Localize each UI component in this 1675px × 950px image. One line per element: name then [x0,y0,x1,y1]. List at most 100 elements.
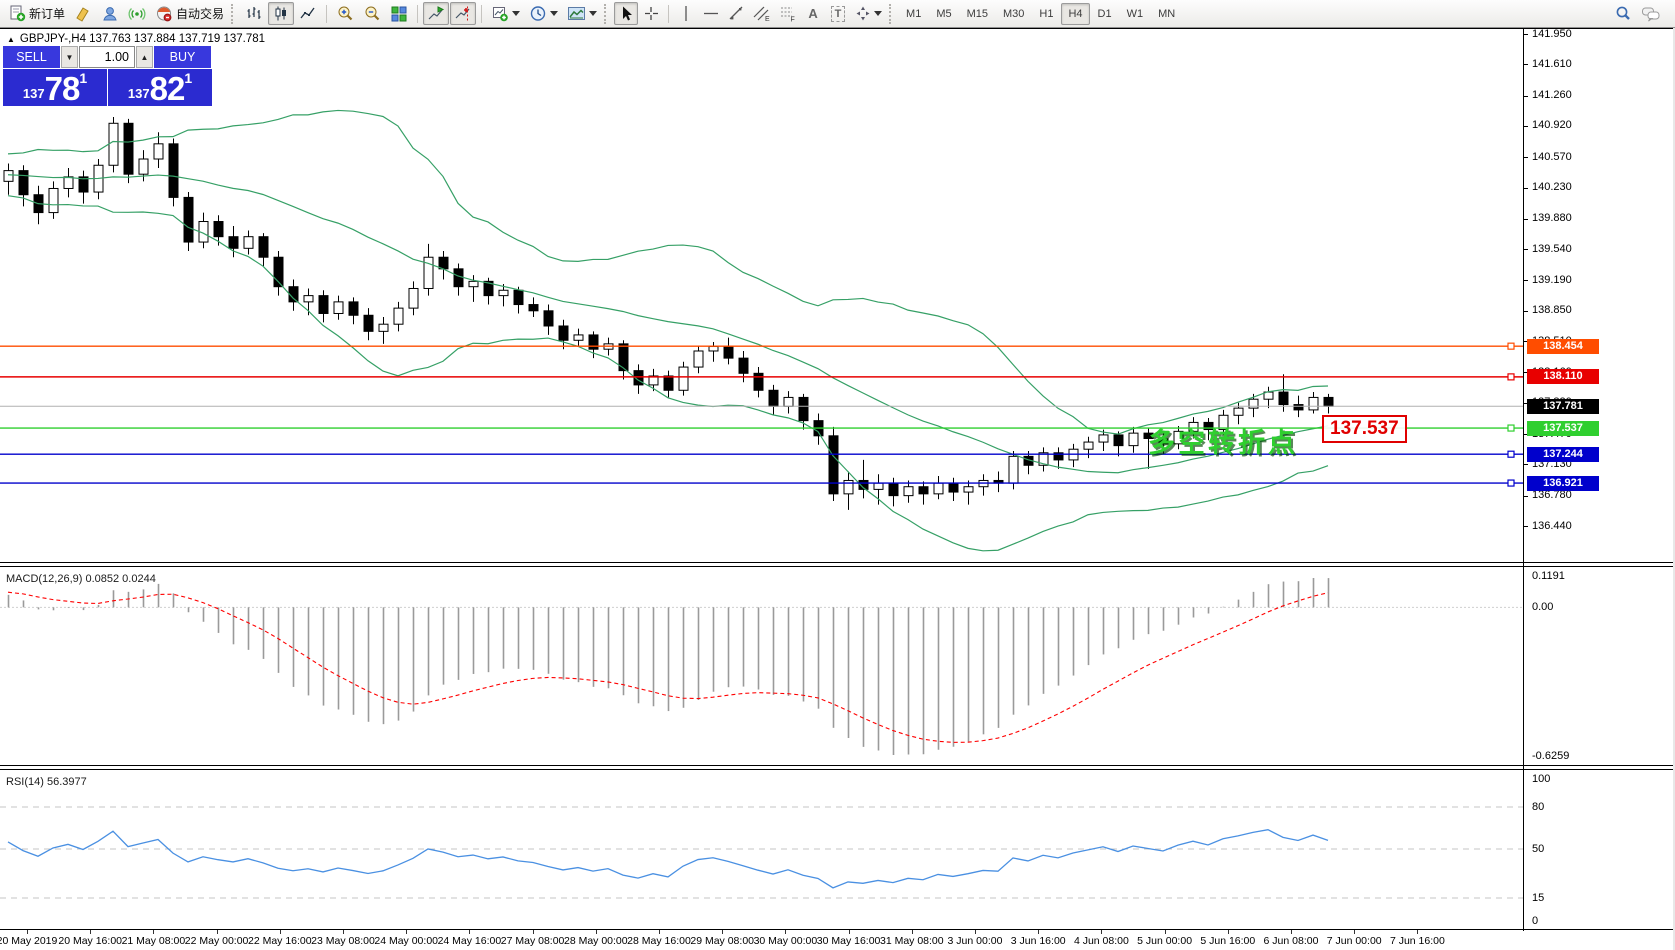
chart-shift-button[interactable] [450,2,477,25]
rsi-bottom-label: 0 [1532,915,1539,927]
collapse-triangle-icon[interactable]: ▲ [7,34,15,44]
tile-windows-button[interactable] [386,2,412,25]
toolbar-drag-handle[interactable] [231,3,235,24]
timeframe-button-m15[interactable]: M15 [966,7,988,20]
chat-button[interactable] [1637,2,1665,25]
panel-splitter[interactable] [0,765,1675,770]
text-label-button[interactable]: T [826,2,850,25]
signals-button[interactable] [124,2,150,25]
time-tick-label: 4 Jun 08:00 [1073,935,1129,947]
time-tick-mark [785,930,787,934]
macd-axis: 0.1191 0.00 -0.6259 [1524,568,1675,765]
line-handle[interactable] [1507,342,1515,350]
new-order-label: 新订单 [29,7,66,21]
bar-chart-button[interactable] [241,2,267,25]
signals-icon [128,8,146,20]
text-button[interactable]: A [801,2,825,25]
trendline-icon [729,6,743,20]
zoom-out-button[interactable] [359,2,385,25]
fibonacci-icon: F [781,7,795,23]
price-chart-canvas[interactable] [0,29,1523,562]
toolbar-drag-handle[interactable] [604,3,608,24]
channel-button[interactable]: E [749,2,774,25]
price-tick-mark [1524,157,1528,159]
time-tick-mark [659,930,660,934]
price-level-label: 137.244 [1527,446,1599,462]
price-tick-label: 139.540 [1532,242,1572,255]
price-level-label: 137.537 [1527,420,1599,436]
timeframe-button-m5[interactable]: M5 [936,7,952,20]
cursor-button[interactable] [614,2,639,25]
time-tick-mark [975,930,976,934]
timeframe-button-h1[interactable]: H1 [1039,7,1054,20]
time-tick-mark [469,930,471,934]
panel-splitter[interactable] [0,562,1675,567]
volume-decrease-button[interactable]: ▼ [61,46,78,68]
candlestick-chart-button[interactable] [268,2,295,25]
period-dropdown[interactable] [525,2,562,25]
rsi-canvas [0,806,1523,899]
trendline-button[interactable] [724,2,748,25]
time-tick-label: 5 Jun 00:00 [1137,935,1193,947]
line-handle[interactable] [1507,424,1515,432]
toolbar-separator [417,4,419,23]
profile-button[interactable] [97,2,123,25]
buy-button[interactable]: BUY [154,46,211,68]
toolbar-separator [668,4,670,23]
sell-button[interactable]: SELL [3,46,60,68]
price-tick-mark [1524,280,1528,282]
timeframe-button-h4[interactable]: H4 [1061,2,1090,25]
gold-pen-icon [76,7,89,22]
timeframe-button-w1[interactable]: W1 [1126,7,1144,20]
time-tick-label: 27 May 08:00 [500,935,565,947]
zoom-in-button[interactable] [332,2,358,25]
template-dropdown[interactable] [563,2,601,25]
line-handle[interactable] [1507,479,1515,487]
line-handle[interactable] [1507,450,1515,458]
horizontal-line-button[interactable] [699,2,723,25]
timeframe-button-m30[interactable]: M30 [1003,7,1025,20]
arrows-icon [856,6,870,21]
price-tick-mark [1524,526,1528,527]
search-button[interactable] [1610,2,1636,25]
svg-text:F: F [791,17,795,23]
rsi-level-label: 15 [1532,891,1545,904]
volume-input[interactable] [79,46,135,68]
line-chart-button[interactable] [295,2,321,25]
price-tick-mark [1524,249,1528,251]
price-tick-mark [1524,372,1528,374]
volume-increase-button[interactable]: ▲ [136,46,153,68]
vertical-line-button[interactable] [674,2,698,25]
arrows-dropdown[interactable] [851,2,886,25]
sell-price-quote[interactable]: 137 78 1 [3,69,107,106]
macd-panel[interactable]: MACD(12,26,9) 0.0852 0.0244 0.1191 0.00 -0… [0,568,1675,765]
toolbar-separator [326,4,328,23]
timeframe-button-d1[interactable]: D1 [1097,7,1112,20]
time-tick-label: 24 May 16:00 [437,935,502,947]
time-tick-label: 24 May 00:00 [374,935,439,947]
zoom-out-icon [365,6,380,21]
chart-text-annotation[interactable]: 多空转折点 [1148,428,1298,458]
crosshair-button[interactable] [639,2,663,25]
autoscroll-button[interactable] [423,2,450,25]
timeframe-button-mn[interactable]: MN [1158,7,1176,20]
new-chart-dropdown[interactable] [487,2,524,25]
time-tick-label: 28 May 00:00 [563,935,628,947]
timeframe-button-m1[interactable]: M1 [906,7,922,20]
fibonacci-button[interactable]: F [775,2,800,25]
toolbar-drag-handle[interactable] [889,3,893,24]
time-tick-mark [343,930,344,934]
buy-price-quote[interactable]: 137 82 1 [108,69,212,106]
new-order-button[interactable]: 新订单 [4,2,69,25]
time-tick-label: 22 May 16:00 [247,935,312,947]
rsi-panel[interactable]: RSI(14) 56.3977 100 80 50 15 0 [0,771,1675,930]
autotrading-button[interactable]: 自动交易 [151,2,228,25]
bollinger-upper-band [7,109,1329,435]
price-callout-label[interactable]: 137.537 [1322,415,1407,443]
price-tick-label: 136.440 [1532,519,1572,532]
line-handle[interactable] [1507,373,1515,381]
gold-pen-button[interactable] [70,2,96,25]
time-tick-label: 30 May 16:00 [816,935,881,947]
price-chart-panel[interactable]: 141.950 141.610 141.260 140.920 140.570 140.2… [0,28,1675,562]
